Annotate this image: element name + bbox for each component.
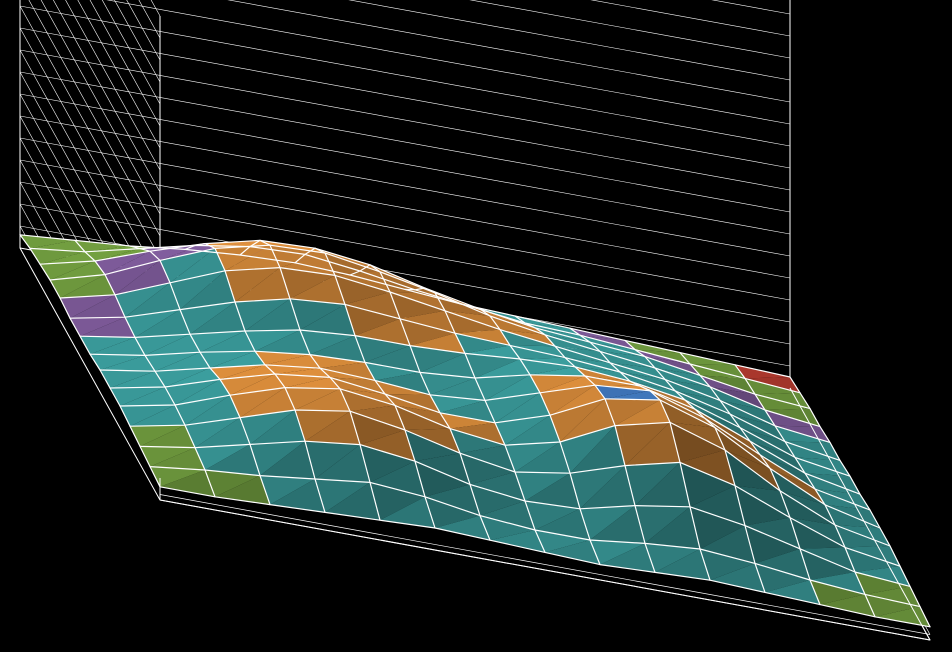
surface-3d-chart bbox=[0, 0, 952, 652]
